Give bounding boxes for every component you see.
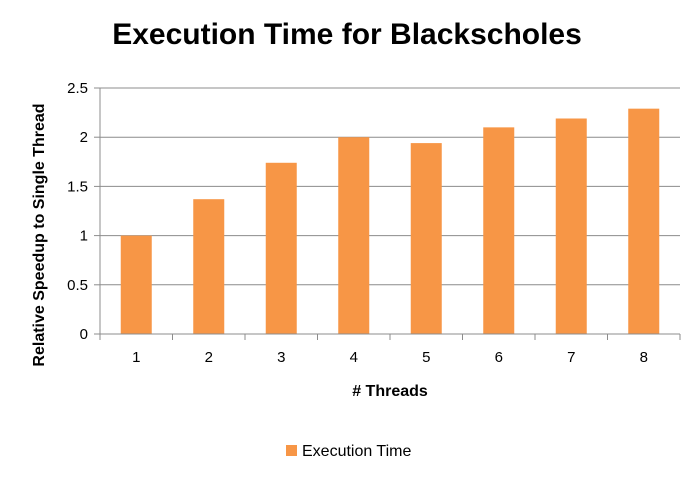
x-tick-label: 6 <box>495 349 503 366</box>
gridlines <box>100 87 680 286</box>
bar-thread-4 <box>338 137 370 334</box>
y-tick-label: 1 <box>80 228 88 245</box>
bar-thread-6 <box>483 127 515 334</box>
bar-thread-3 <box>265 162 297 334</box>
bar-thread-5 <box>410 143 442 334</box>
axes <box>94 87 681 340</box>
y-axis-title: Relative Speedup to Single Thread <box>31 103 48 366</box>
x-tick-label: 4 <box>350 349 358 366</box>
y-tick-label: 0 <box>80 326 88 343</box>
y-tick-label: 0.5 <box>67 277 88 294</box>
bar-thread-2 <box>193 199 225 334</box>
x-tick-label: 7 <box>567 349 575 366</box>
x-tick-label: 1 <box>132 349 140 366</box>
x-tick-label: 8 <box>640 349 648 366</box>
x-tick-label: 5 <box>422 349 430 366</box>
x-axis-title: # Threads <box>352 383 428 400</box>
legend: Execution Time <box>286 443 411 460</box>
legend-swatch <box>286 445 297 456</box>
y-tick-label: 2 <box>80 129 88 146</box>
chart-title: Execution Time for Blackscholes <box>112 18 582 51</box>
legend-label: Execution Time <box>302 443 411 460</box>
y-tick-label: 2.5 <box>67 80 88 97</box>
tick-labels: 0 0.5 1 1.5 2 2.5 1 2 3 4 5 6 7 8 <box>67 80 648 366</box>
bar-thread-7 <box>555 118 587 334</box>
y-tick-label: 1.5 <box>67 178 88 195</box>
bar-thread-8 <box>628 108 660 334</box>
x-tick-label: 3 <box>277 349 285 366</box>
x-tick-label: 2 <box>205 349 213 366</box>
bars <box>120 108 660 334</box>
bar-thread-1 <box>120 235 152 334</box>
